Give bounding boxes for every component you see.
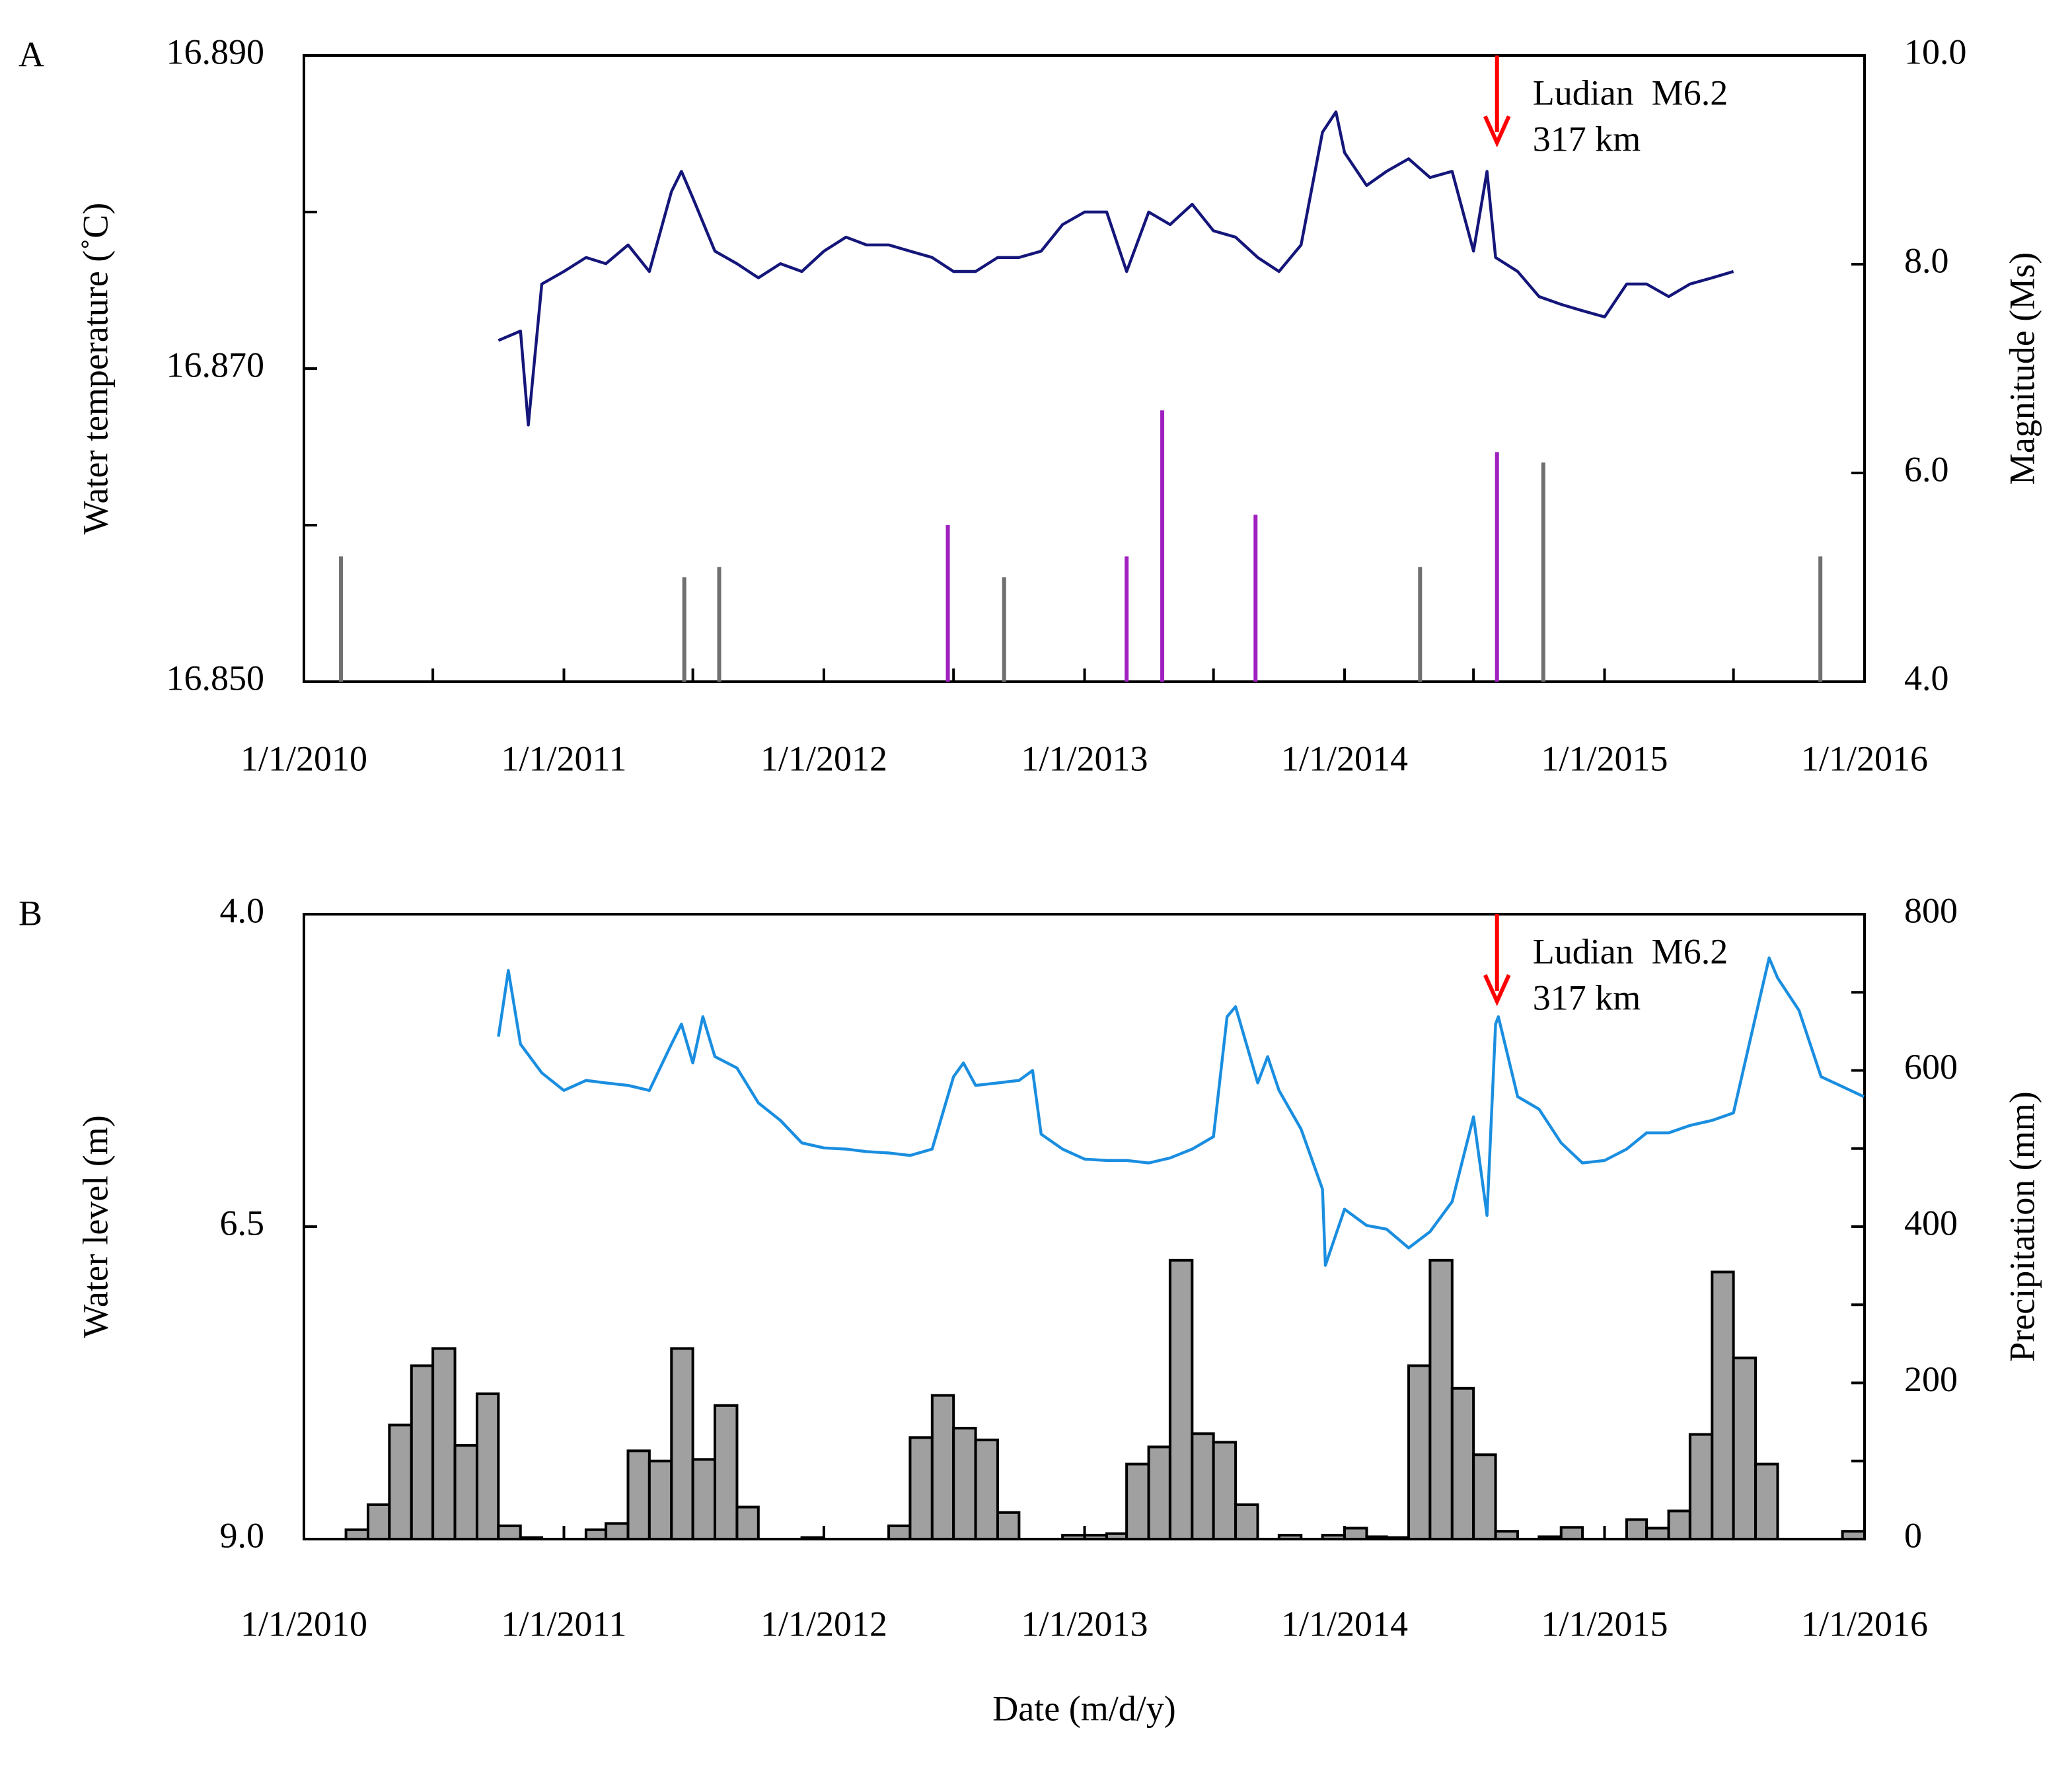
bar — [1559, 1526, 1584, 1540]
bar — [453, 1444, 478, 1541]
bar — [1125, 1462, 1150, 1540]
y2-tick-label: 6.0 — [1904, 449, 1949, 489]
x-axis-label: Date (m/d/y) — [992, 1688, 1175, 1728]
bar — [1083, 1534, 1108, 1540]
bar — [1277, 1534, 1303, 1540]
y2-tick-label: 600 — [1904, 1047, 1958, 1087]
bar — [519, 1536, 544, 1541]
y2-axis-label: Magnitude (Ms) — [2002, 252, 2042, 485]
bar — [605, 1522, 630, 1541]
y-tick-label: 4.0 — [220, 890, 265, 930]
bar — [344, 1528, 370, 1541]
bar — [626, 1449, 651, 1540]
bar — [475, 1392, 500, 1540]
data-line — [498, 110, 1734, 427]
y-axis-label: Water temperature (˚C) — [75, 203, 115, 534]
bar — [1234, 1503, 1259, 1540]
bar — [1688, 1433, 1714, 1540]
y2-tick-label: 4.0 — [1904, 658, 1949, 698]
bar — [584, 1528, 608, 1541]
y2-tick-label: 10.0 — [1904, 32, 1967, 71]
bar — [887, 1524, 912, 1540]
annotation-text: 317 km — [1533, 978, 1641, 1017]
y-tick-label: 16.850 — [166, 658, 265, 698]
bar — [1343, 1527, 1368, 1541]
bar — [1385, 1536, 1411, 1541]
bar — [952, 1427, 977, 1540]
x-tick-label: 1/1/2014 — [1281, 738, 1408, 778]
bar — [1732, 1356, 1758, 1540]
bar — [1321, 1534, 1347, 1540]
bar — [388, 1423, 413, 1540]
y-tick-label: 16.890 — [166, 32, 265, 71]
y2-tick-label: 800 — [1904, 890, 1958, 930]
data-line — [497, 956, 1865, 1267]
y2-tick-label: 400 — [1904, 1203, 1958, 1243]
bar — [1061, 1534, 1086, 1540]
annotation-text: Ludian M6.2 — [1533, 73, 1728, 112]
bar — [691, 1458, 717, 1541]
x-tick-label: 1/1/2010 — [240, 1604, 367, 1643]
bar — [1212, 1441, 1238, 1541]
bar — [431, 1347, 457, 1540]
bar — [497, 1524, 522, 1540]
bar — [1365, 1535, 1388, 1540]
x-tick-label: 1/1/2014 — [1281, 1604, 1408, 1643]
bar — [1711, 1270, 1735, 1540]
y2-axis-label: Precipitation (mm) — [2002, 1091, 2042, 1361]
x-tick-label: 1/1/2011 — [501, 738, 626, 778]
bar — [410, 1364, 435, 1541]
x-tick-label: 1/1/2016 — [1801, 1604, 1928, 1643]
bar — [670, 1347, 694, 1540]
bar — [1625, 1518, 1648, 1540]
bar — [1147, 1445, 1171, 1541]
bar — [1537, 1535, 1563, 1540]
bar — [735, 1505, 760, 1541]
x-tick-label: 1/1/2015 — [1541, 738, 1668, 778]
panel-label: A — [18, 34, 44, 74]
bar — [1191, 1432, 1215, 1541]
bar — [908, 1436, 934, 1540]
x-tick-label: 1/1/2016 — [1801, 738, 1928, 778]
bar — [1645, 1527, 1670, 1541]
bar — [1494, 1530, 1519, 1541]
bar — [1450, 1387, 1475, 1541]
bar — [1105, 1532, 1128, 1540]
bar — [648, 1459, 673, 1540]
y2-tick-label: 8.0 — [1904, 240, 1949, 280]
x-tick-label: 1/1/2012 — [760, 1604, 887, 1643]
bar — [996, 1511, 1021, 1540]
y2-tick-label: 200 — [1904, 1359, 1958, 1399]
x-tick-label: 1/1/2010 — [240, 738, 367, 778]
x-tick-label: 1/1/2011 — [501, 1604, 626, 1643]
bar — [800, 1536, 825, 1541]
annotation-text: Ludian M6.2 — [1533, 931, 1728, 971]
bar — [714, 1404, 739, 1540]
bar — [974, 1438, 1000, 1541]
bar — [1841, 1530, 1867, 1541]
bar — [1407, 1364, 1432, 1541]
x-tick-label: 1/1/2012 — [760, 738, 887, 778]
panel-label: B — [18, 893, 42, 933]
y-tick-label: 16.870 — [166, 345, 265, 384]
x-tick-label: 1/1/2013 — [1021, 738, 1148, 778]
y-axis-label: Water level (m) — [75, 1115, 115, 1338]
bar — [1472, 1453, 1497, 1541]
bar — [367, 1503, 391, 1540]
annotation-text: 317 km — [1533, 119, 1641, 159]
annotation-arrow-head — [1483, 974, 1511, 1007]
bar — [930, 1394, 955, 1540]
bar — [1428, 1258, 1454, 1541]
bar — [1754, 1462, 1779, 1540]
x-tick-label: 1/1/2015 — [1541, 1604, 1668, 1643]
y-tick-label: 6.5 — [220, 1203, 265, 1243]
bar — [1667, 1509, 1691, 1540]
annotation-arrow-head — [1483, 115, 1511, 148]
y-tick-label: 9.0 — [220, 1515, 265, 1555]
x-tick-label: 1/1/2013 — [1021, 1604, 1148, 1643]
bar — [1168, 1258, 1194, 1541]
y2-tick-label: 0 — [1904, 1515, 1922, 1555]
